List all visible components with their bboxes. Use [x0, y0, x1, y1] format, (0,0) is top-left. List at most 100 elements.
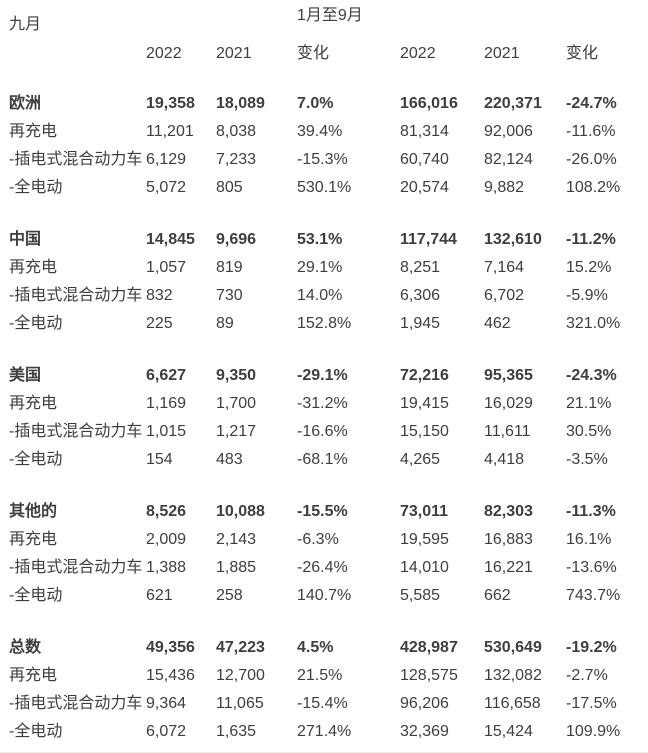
data-row: 再充电 15,436 12,700 21.5% 128,575 132,082 -2.7% [0, 662, 648, 690]
value-cell: 96,206 [400, 695, 449, 712]
value-cell: 32,369 [400, 723, 449, 740]
value-cell: 9,696 [216, 231, 257, 248]
value-cell: 95,365 [484, 367, 533, 384]
value-cell: 6,129 [146, 151, 187, 168]
group-spacer-row [0, 338, 648, 362]
value-cell: 15.2% [566, 259, 612, 276]
value-cell: 4,265 [400, 451, 441, 468]
value-cell: 19,415 [400, 395, 449, 412]
value-cell: 7.0% [297, 95, 334, 112]
period-header-empty-cell [146, 0, 297, 37]
value-cell: -3.5% [566, 451, 608, 468]
value-cell: 11,201 [146, 123, 194, 140]
value-cell: -29.1% [297, 367, 348, 384]
data-row: -插电式混合动力车 1,388 1,885 -26.4% 14,010 16,221 -13… [0, 554, 648, 582]
row-label: 美国 [9, 367, 42, 384]
row-label: -插电式混合动力车 [9, 151, 143, 168]
value-cell: 73,011 [400, 503, 449, 520]
row-label: -插电式混合动力车 [9, 559, 143, 576]
table-body: 欧洲 19,358 18,089 7.0% 166,016 220,371 -24.7% 再充… [0, 90, 648, 746]
value-cell: 6,702 [484, 287, 525, 304]
value-cell: 154 [146, 451, 173, 468]
value-cell: 428,987 [400, 639, 458, 656]
group-spacer-row [0, 202, 648, 226]
data-row: -插电式混合动力车 9,364 11,065 -15.4% 96,206 116,658 -… [0, 690, 648, 718]
value-cell: 4,418 [484, 451, 525, 468]
value-cell: -26.0% [566, 151, 617, 168]
value-cell: 20,574 [400, 179, 449, 196]
value-cell: 132,610 [484, 231, 542, 248]
row-label: -全电动 [9, 315, 63, 332]
data-row: -插电式混合动力车 1,015 1,217 -16.6% 15,150 11,611 30.… [0, 418, 648, 446]
value-cell: 462 [484, 315, 511, 332]
data-row: 再充电 1,169 1,700 -31.2% 19,415 16,029 21.1% [0, 390, 648, 418]
row-label: 再充电 [9, 395, 58, 412]
value-cell: 621 [146, 587, 173, 604]
value-cell: -24.3% [566, 367, 617, 384]
value-cell: 92,006 [484, 123, 533, 140]
value-cell: 9,364 [146, 695, 187, 712]
data-row: -全电动 621 258 140.7% 5,585 662 743.7% [0, 582, 648, 610]
value-cell: 108.2% [566, 179, 621, 196]
value-cell: 6,627 [146, 367, 187, 384]
value-cell: 19,358 [146, 95, 195, 112]
value-cell: 16,029 [484, 395, 533, 412]
value-cell: 49,356 [146, 639, 195, 656]
row-label: -插电式混合动力车 [9, 287, 143, 304]
period-label-september: 九月 [9, 16, 42, 33]
value-cell: -19.2% [566, 639, 617, 656]
value-cell: 15,150 [400, 423, 449, 440]
value-cell: 116,658 [484, 695, 541, 712]
value-cell: 743.7% [566, 587, 621, 604]
value-cell: 53.1% [297, 231, 343, 248]
value-cell: -11.6% [566, 123, 616, 140]
row-label: 欧洲 [9, 95, 42, 112]
row-label: 再充电 [9, 531, 58, 548]
value-cell: 18,089 [216, 95, 265, 112]
value-cell: 1,015 [146, 423, 187, 440]
value-cell: 6,072 [146, 723, 187, 740]
data-row: -全电动 5,072 805 530.1% 20,574 9,882 108.2% [0, 174, 648, 202]
value-cell: 7,233 [216, 151, 257, 168]
value-cell: 1,057 [146, 259, 187, 276]
value-cell: 483 [216, 451, 243, 468]
value-cell: -17.5% [566, 695, 617, 712]
value-cell: 9,350 [216, 367, 257, 384]
value-cell: -11.3% [566, 503, 616, 520]
value-cell: -26.4% [297, 559, 348, 576]
value-cell: 805 [216, 179, 243, 196]
row-label: -全电动 [9, 179, 63, 196]
data-row: 再充电 1,057 819 29.1% 8,251 7,164 15.2% [0, 254, 648, 282]
column-header-sep-2: 变化 [297, 45, 330, 62]
data-row: -插电式混合动力车 6,129 7,233 -15.3% 60,740 82,124 -26… [0, 146, 648, 174]
value-cell: 72,216 [400, 367, 449, 384]
row-label: 中国 [9, 231, 42, 248]
data-row: -全电动 225 89 152.8% 1,945 462 321.0% [0, 310, 648, 338]
value-cell: 39.4% [297, 123, 343, 140]
value-cell: 530.1% [297, 179, 352, 196]
value-cell: 730 [216, 287, 243, 304]
value-cell: 15,436 [146, 667, 195, 684]
group-total-row: 中国 14,845 9,696 53.1% 117,744 132,610 -11.2% [0, 226, 648, 254]
value-cell: -68.1% [297, 451, 348, 468]
value-cell: 819 [216, 259, 243, 276]
value-cell: 12,700 [216, 667, 265, 684]
value-cell: 132,082 [484, 667, 542, 684]
row-label: 总数 [9, 639, 42, 656]
value-cell: 8,038 [216, 123, 257, 140]
value-cell: 140.7% [297, 587, 352, 604]
value-cell: 30.5% [566, 423, 612, 440]
data-row: 再充电 11,201 8,038 39.4% 81,314 92,006 -11.6% [0, 118, 648, 146]
value-cell: 89 [216, 315, 234, 332]
value-cell: -2.7% [566, 667, 608, 684]
row-label: -全电动 [9, 451, 63, 468]
data-row: -插电式混合动力车 832 730 14.0% 6,306 6,702 -5.9% [0, 282, 648, 310]
value-cell: -15.5% [297, 503, 348, 520]
value-cell: -16.6% [297, 423, 348, 440]
value-cell: 1,945 [400, 315, 441, 332]
value-cell: 14,010 [400, 559, 449, 576]
value-cell: 225 [146, 315, 173, 332]
value-cell: -15.4% [297, 695, 348, 712]
